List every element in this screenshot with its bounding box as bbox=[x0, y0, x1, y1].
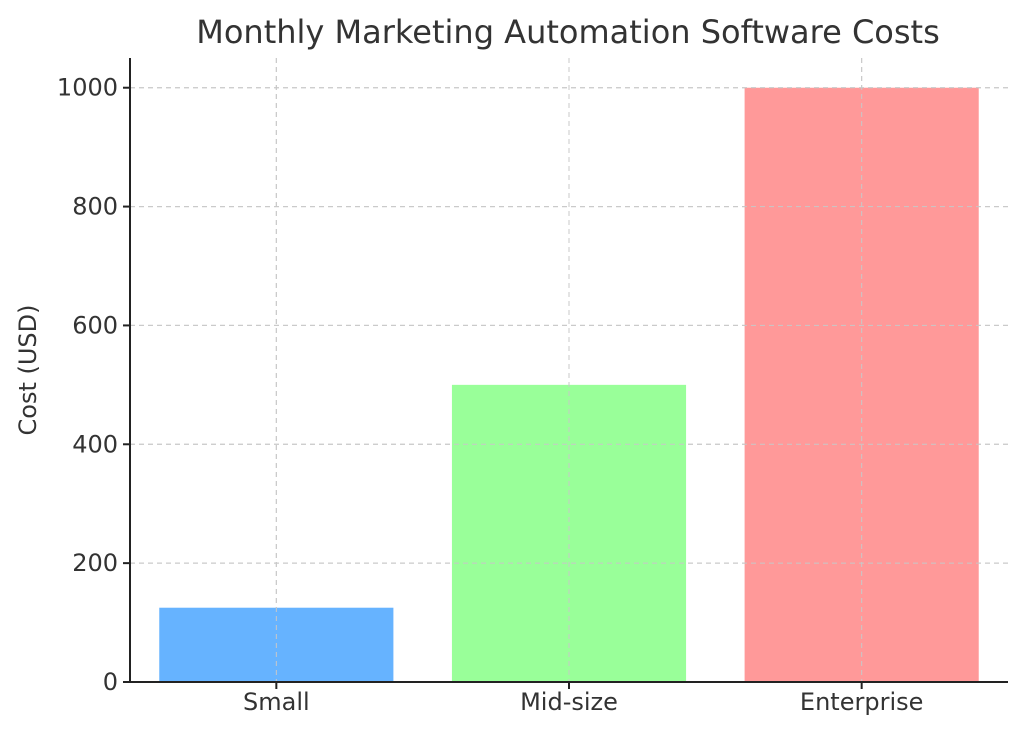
chart-title: Monthly Marketing Automation Software Co… bbox=[196, 13, 940, 51]
x-tick-label: Mid-size bbox=[520, 688, 618, 716]
y-tick-label: 0 bbox=[103, 668, 118, 696]
x-tick-label: Enterprise bbox=[800, 688, 923, 716]
y-tick-label: 200 bbox=[72, 549, 118, 577]
bars bbox=[130, 58, 1008, 683]
axes: 0 200 400 600 800 1000 Small Mid-size Enterprise bbox=[57, 58, 1008, 716]
y-tick-label: 1000 bbox=[57, 74, 118, 102]
bar-mid-size bbox=[451, 384, 687, 682]
y-tick-label: 400 bbox=[72, 430, 118, 458]
y-tick-label: 600 bbox=[72, 311, 118, 339]
x-tick-label: Small bbox=[243, 688, 310, 716]
y-tick-label: 800 bbox=[72, 193, 118, 221]
y-axis-label: Cost (USD) bbox=[14, 305, 42, 436]
